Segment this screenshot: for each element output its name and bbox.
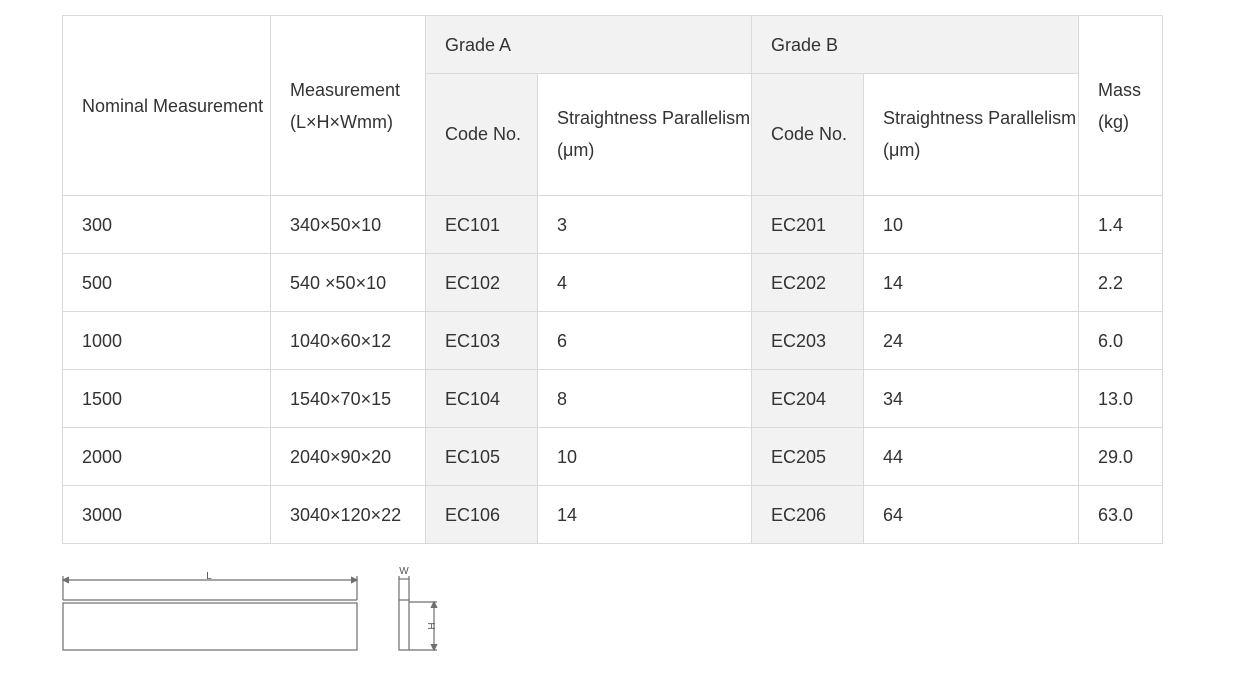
front-view-drawing <box>61 576 359 651</box>
cell-grade-b-code: EC201 <box>751 195 865 254</box>
cell-grade-a-straightness: 8 <box>536 369 753 428</box>
header-grade-b-straightness: Straightness Parallelism (μm) <box>863 73 1080 196</box>
cell-mass: 2.2 <box>1078 253 1164 312</box>
label-h: H <box>425 622 436 629</box>
cell-grade-a-straightness: 14 <box>536 485 753 544</box>
cell-grade-a-straightness: 6 <box>536 311 753 370</box>
table-row: 2000 2040×90×20 EC105 10 EC205 44 29.0 <box>62 427 1164 486</box>
header-grade-b-code: Code No. <box>751 73 865 196</box>
side-view-drawing <box>398 576 438 652</box>
table-row: 500 540 ×50×10 EC102 4 EC202 14 2.2 <box>62 253 1164 312</box>
straightedge-dimension-diagram: L W H <box>61 566 438 652</box>
cell-grade-b-straightness: 14 <box>863 253 1080 312</box>
header-grade-a-code: Code No. <box>425 73 538 196</box>
cell-grade-a-code: EC103 <box>425 311 538 370</box>
table-row: 1000 1040×60×12 EC103 6 EC203 24 6.0 <box>62 311 1164 370</box>
cell-grade-a-code: EC105 <box>425 427 538 486</box>
header-measurement: Measurement (L×H×Wmm) <box>270 15 426 196</box>
cell-grade-a-straightness: 3 <box>536 195 753 254</box>
label-w: W <box>399 566 409 577</box>
cell-nominal: 300 <box>62 195 271 254</box>
cell-grade-b-straightness: 10 <box>863 195 1080 254</box>
header-nominal-measurement: Nominal Measurement <box>62 15 271 196</box>
cell-grade-b-code: EC206 <box>751 485 865 544</box>
cell-measurement: 540 ×50×10 <box>270 253 426 312</box>
spec-table: Nominal Measurement Measurement (L×H×Wmm… <box>62 15 1164 544</box>
cell-grade-b-code: EC204 <box>751 369 865 428</box>
table-row: 300 340×50×10 EC101 3 EC201 10 1.4 <box>62 195 1164 254</box>
cell-mass: 63.0 <box>1078 485 1164 544</box>
cell-grade-b-code: EC203 <box>751 311 865 370</box>
cell-measurement: 1540×70×15 <box>270 369 426 428</box>
cell-grade-b-code: EC205 <box>751 427 865 486</box>
cell-mass: 29.0 <box>1078 427 1164 486</box>
cell-grade-b-code: EC202 <box>751 253 865 312</box>
cell-grade-a-code: EC104 <box>425 369 538 428</box>
cell-grade-b-straightness: 34 <box>863 369 1080 428</box>
table-row: 3000 3040×120×22 EC106 14 EC206 64 63.0 <box>62 485 1164 544</box>
header-mass: Mass (kg) <box>1078 15 1164 196</box>
cell-mass: 1.4 <box>1078 195 1164 254</box>
table-row: 1500 1540×70×15 EC104 8 EC204 34 13.0 <box>62 369 1164 428</box>
cell-measurement: 2040×90×20 <box>270 427 426 486</box>
cell-grade-a-straightness: 4 <box>536 253 753 312</box>
cell-measurement: 340×50×10 <box>270 195 426 254</box>
cell-grade-a-code: EC101 <box>425 195 538 254</box>
cell-nominal: 3000 <box>62 485 271 544</box>
cell-measurement: 1040×60×12 <box>270 311 426 370</box>
cell-measurement: 3040×120×22 <box>270 485 426 544</box>
header-grade-b: Grade B <box>751 15 1080 74</box>
cell-mass: 6.0 <box>1078 311 1164 370</box>
cell-grade-b-straightness: 44 <box>863 427 1080 486</box>
header-grade-a-straightness: Straightness Parallelism (μm) <box>536 73 753 196</box>
cell-grade-a-straightness: 10 <box>536 427 753 486</box>
cell-grade-a-code: EC106 <box>425 485 538 544</box>
header-grade-a: Grade A <box>424 15 753 74</box>
cell-nominal: 1500 <box>62 369 271 428</box>
cell-nominal: 500 <box>62 253 271 312</box>
cell-grade-b-straightness: 24 <box>863 311 1080 370</box>
label-l: L <box>206 571 212 582</box>
cell-mass: 13.0 <box>1078 369 1164 428</box>
cell-grade-b-straightness: 64 <box>863 485 1080 544</box>
cell-grade-a-code: EC102 <box>425 253 538 312</box>
cell-nominal: 2000 <box>62 427 271 486</box>
cell-nominal: 1000 <box>62 311 271 370</box>
